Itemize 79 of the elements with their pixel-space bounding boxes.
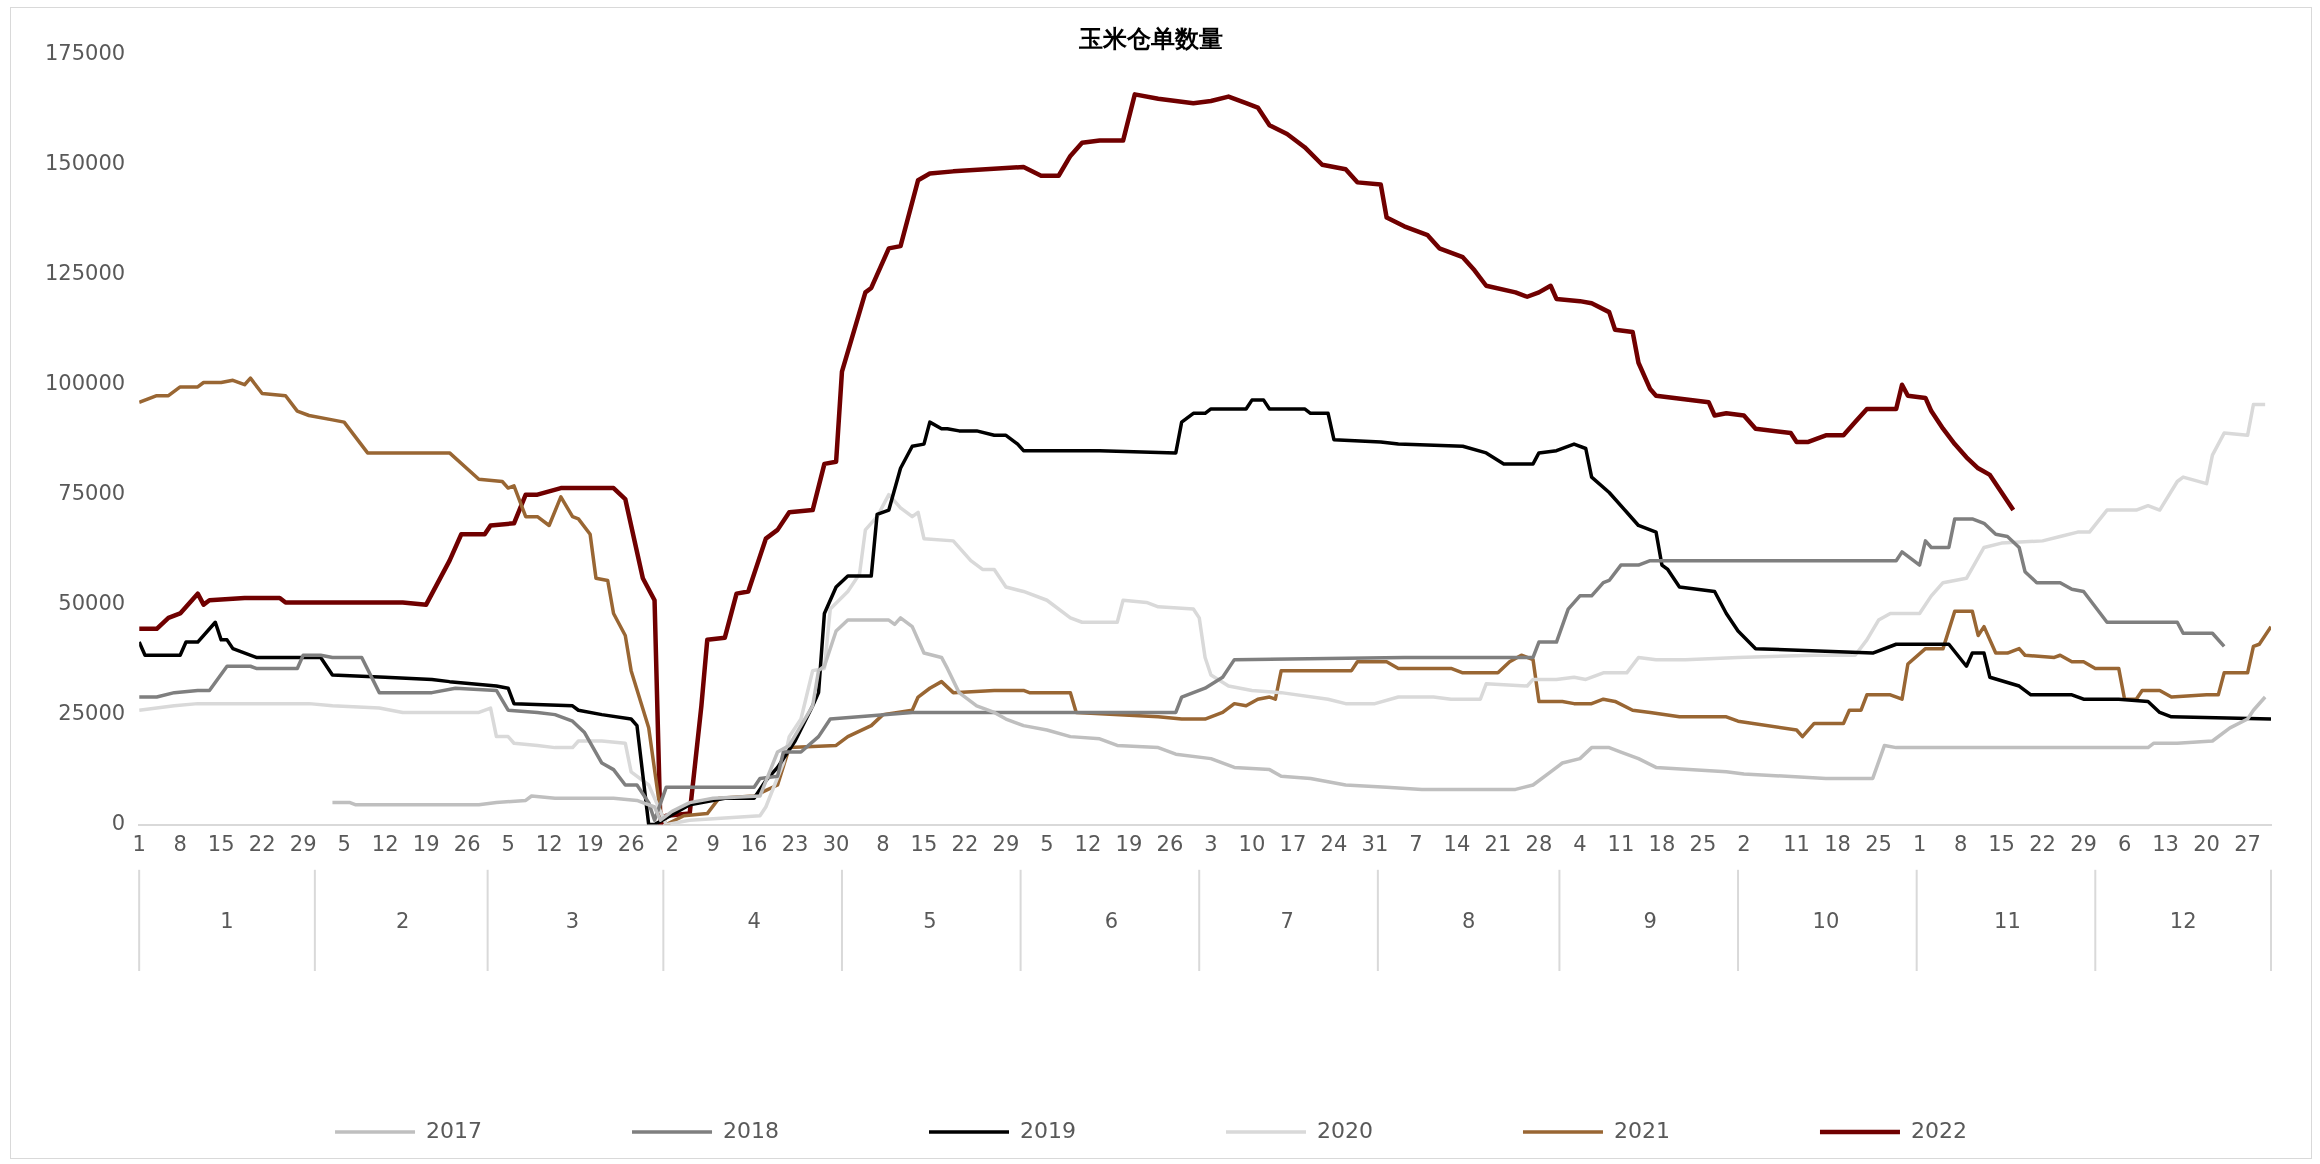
x-tick-label: 8 — [173, 831, 187, 856]
x-tick-label: 26 — [453, 831, 481, 856]
legend-label: 2017 — [426, 1117, 483, 1143]
x-tick-label: 21 — [1484, 831, 1512, 856]
y-tick-label: 0 — [111, 811, 126, 836]
x-tick-label: 19 — [1115, 831, 1143, 856]
x2-tick-label: 9 — [1643, 908, 1657, 933]
legend-label: 2018 — [723, 1117, 780, 1143]
y-tick-label: 150000 — [44, 151, 126, 176]
x-tick-label: 16 — [740, 831, 768, 856]
x-tick-label: 8 — [1953, 831, 1968, 856]
x2-tick-label: 12 — [2169, 908, 2197, 933]
x-tick-label: 25 — [1865, 831, 1892, 856]
x2-tick-label: 3 — [565, 908, 580, 933]
x-tick-label: 31 — [1361, 831, 1389, 856]
chart-title: 玉米仓单数量 — [1078, 24, 1223, 53]
legend-label: 2022 — [1910, 1117, 1967, 1143]
x-tick-label: 1 — [132, 831, 146, 856]
x-tick-label: 12 — [371, 831, 399, 856]
x2-tick-label: 2 — [396, 908, 410, 933]
x2-tick-label: 4 — [747, 908, 761, 933]
y-tick-label: 50000 — [58, 591, 126, 616]
y-tick-label: 75000 — [58, 481, 126, 506]
x-tick-label: 5 — [501, 831, 515, 856]
x-tick-label: 22 — [248, 831, 276, 856]
x-tick-label: 6 — [2117, 831, 2132, 856]
x-tick-label: 17 — [1279, 831, 1307, 856]
legend-label: 2021 — [1613, 1117, 1670, 1143]
x-tick-label: 5 — [1040, 831, 1054, 856]
x-tick-label: 29 — [2070, 831, 2097, 856]
x-tick-label: 18 — [1824, 831, 1851, 856]
x2-tick-label: 7 — [1280, 908, 1294, 933]
x-tick-label: 30 — [822, 831, 850, 856]
x-tick-label: 11 — [1783, 831, 1810, 856]
x-tick-label: 24 — [1320, 831, 1348, 856]
x-tick-label: 22 — [951, 831, 979, 856]
x-tick-label: 10 — [1238, 831, 1266, 856]
x-tick-label: 1 — [1912, 831, 1927, 856]
x2-tick-label: 11 — [1994, 908, 2021, 933]
legend-label: 2019 — [1020, 1117, 1077, 1143]
x-tick-label: 19 — [412, 831, 440, 856]
x-tick-label: 29 — [289, 831, 317, 856]
x-tick-label: 15 — [910, 831, 938, 856]
x-tick-label: 19 — [576, 831, 604, 856]
x2-tick-label: 1 — [220, 908, 234, 933]
x-tick-label: 25 — [1689, 831, 1717, 856]
x-tick-label: 23 — [781, 831, 809, 856]
x-tick-label: 13 — [2152, 831, 2179, 856]
x-tick-label: 12 — [535, 831, 563, 856]
x-tick-label: 5 — [337, 831, 351, 856]
y-tick-label: 100000 — [44, 371, 126, 396]
y-tick-label: 125000 — [44, 261, 126, 286]
x-tick-label: 2 — [665, 831, 679, 856]
x-tick-label: 12 — [1074, 831, 1102, 856]
x-tick-label: 26 — [1156, 831, 1184, 856]
x-tick-label: 9 — [706, 831, 720, 856]
legend-label: 2020 — [1317, 1117, 1373, 1143]
x-tick-label: 2 — [1737, 831, 1751, 856]
x-tick-label: 8 — [876, 831, 890, 856]
x-tick-label: 20 — [2193, 831, 2220, 856]
x-tick-label: 14 — [1443, 831, 1471, 856]
x-tick-label: 15 — [1988, 831, 2015, 856]
x-tick-label: 3 — [1204, 831, 1218, 856]
x-tick-label: 7 — [1409, 831, 1423, 856]
x-tick-label: 28 — [1525, 831, 1553, 856]
x-tick-label: 26 — [617, 831, 645, 856]
x-tick-label: 11 — [1607, 831, 1635, 856]
x-tick-label: 29 — [992, 831, 1020, 856]
y-tick-label: 175000 — [44, 41, 126, 66]
x-tick-label: 18 — [1648, 831, 1676, 856]
x-tick-label: 4 — [1573, 831, 1587, 856]
x2-tick-label: 8 — [1461, 908, 1476, 933]
x-tick-label: 27 — [2234, 831, 2261, 856]
x-tick-label: 22 — [2029, 831, 2056, 856]
y-tick-label: 25000 — [58, 701, 126, 726]
x2-tick-label: 5 — [923, 908, 937, 933]
x2-tick-label: 6 — [1104, 908, 1119, 933]
x2-tick-label: 10 — [1812, 908, 1840, 933]
x-tick-label: 15 — [207, 831, 235, 856]
